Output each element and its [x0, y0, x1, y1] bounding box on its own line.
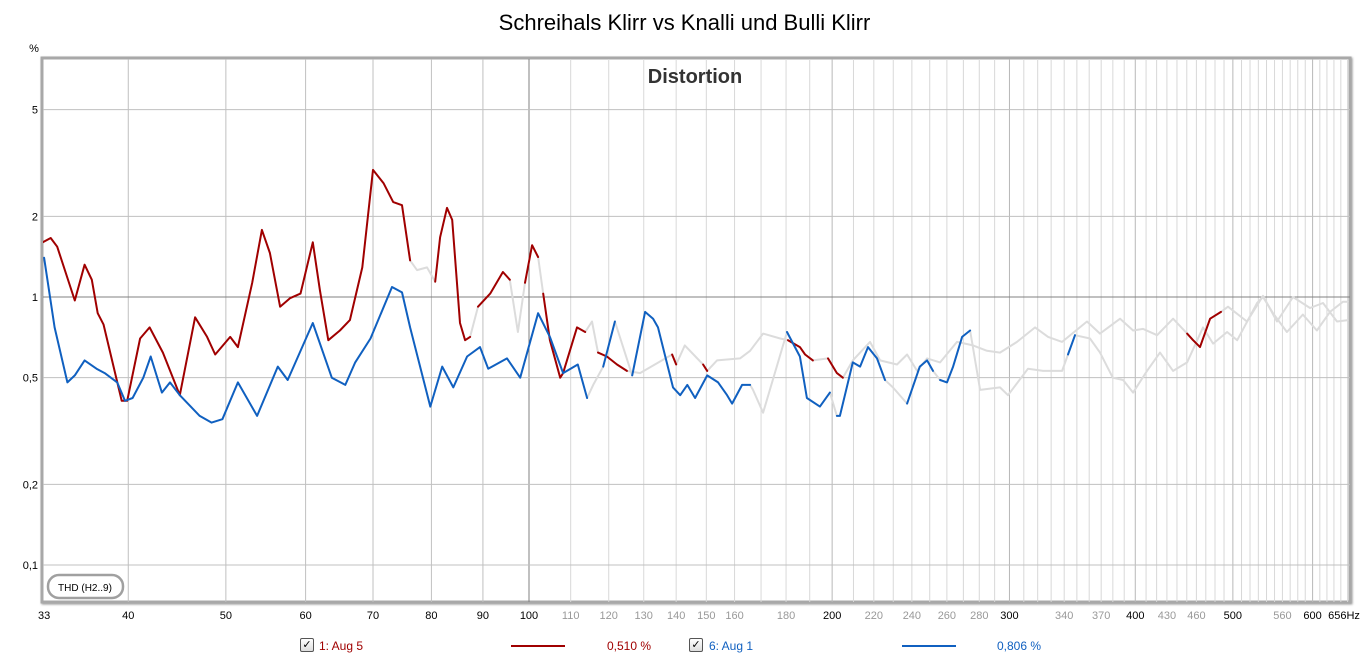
x-tick-label: 430	[1158, 610, 1176, 622]
series-2-inactive-segment	[1074, 296, 1349, 394]
x-tick-label: 240	[903, 610, 921, 622]
y-tick-label: 2	[32, 211, 38, 223]
x-tick-label: 300	[1000, 610, 1018, 622]
series-2-inactive-segment	[884, 379, 909, 405]
y-axis-unit: %	[29, 43, 39, 55]
series-1-inactive-segment	[675, 344, 705, 366]
series-2-name: 6: Aug 1	[709, 639, 754, 653]
x-tick-label: 90	[477, 610, 489, 622]
y-tick-label: 0,5	[23, 373, 38, 385]
series-1-inactive-segment	[409, 259, 437, 283]
series-1-line	[671, 353, 678, 366]
series-lines	[43, 168, 1349, 424]
x-tick-label: 160	[725, 610, 743, 622]
series-2-line	[631, 310, 752, 405]
series-2-line	[602, 320, 616, 368]
x-tick-label: 80	[425, 610, 437, 622]
series-1-inactive-segment	[841, 317, 1189, 379]
x-tick-label: 560	[1273, 610, 1291, 622]
series-1-line	[434, 206, 472, 342]
series-2-line	[939, 329, 972, 384]
x-tick-label: 500	[1224, 610, 1242, 622]
series-2-inactive-segment	[613, 320, 634, 377]
y-tick-label: 0,2	[23, 479, 38, 491]
x-tick-label: 50	[220, 610, 232, 622]
x-tick-label: 120	[600, 610, 618, 622]
x-tick-label: 220	[865, 610, 883, 622]
y-tick-label: 5	[32, 105, 38, 117]
series-1-checkbox[interactable]: ✓	[300, 638, 314, 652]
plot-area	[40, 56, 1352, 604]
series-2-line	[835, 346, 886, 417]
x-tick-label: 200	[823, 610, 841, 622]
x-tick-label: 140	[667, 610, 685, 622]
series-2-inactive-segment	[586, 365, 605, 399]
x-tick-label: 280	[970, 610, 988, 622]
series-2-line	[43, 256, 589, 424]
x-tick-label: 33	[38, 610, 50, 622]
series-1-swatch	[511, 645, 565, 647]
series-1-line	[43, 168, 412, 402]
x-tick-label: 260	[938, 610, 956, 622]
series-2-checkbox[interactable]: ✓	[689, 638, 703, 652]
series-1-inactive-segment	[469, 305, 479, 338]
series-2-swatch	[902, 645, 956, 647]
y-tick-label: 1	[32, 292, 38, 304]
series-2-inactive-segment	[969, 329, 1069, 397]
series-2-inactive-segment	[932, 369, 942, 381]
series-1-inactive-segment	[508, 278, 526, 333]
series-1-inactive-segment	[537, 256, 545, 295]
x-tick-label: 150	[697, 610, 715, 622]
series-2-line	[1067, 334, 1076, 356]
x-tick-label: 370	[1092, 610, 1110, 622]
x-tick-label: 130	[635, 610, 653, 622]
x-tick-label: 600	[1303, 610, 1321, 622]
series-1-inactive-segment	[706, 332, 789, 372]
x-tick-label: 400	[1126, 610, 1144, 622]
y-tick-label: 0,1	[23, 560, 38, 572]
series-1-line	[524, 244, 540, 284]
x-tick-label: 70	[367, 610, 379, 622]
x-tick-label: 460	[1187, 610, 1205, 622]
series-1-line	[702, 363, 709, 372]
series-1-name: 1: Aug 5	[319, 639, 364, 653]
x-tick-label: 40	[122, 610, 134, 622]
x-tick-label: 180	[777, 610, 795, 622]
x-tick-label: 60	[299, 610, 311, 622]
series-2-inactive-segment	[749, 331, 788, 414]
series-1-value: 0,510 %	[607, 639, 652, 653]
series-1-line	[827, 357, 844, 379]
series-2-inactive-segment	[828, 391, 838, 417]
axis-ticks: 5 2 1 0,5 0,2 0,1 33 40 50 60 70 80 90 100 110 120 130 14…	[23, 105, 1360, 622]
series-1-line	[597, 351, 628, 372]
series-1-line	[1186, 310, 1222, 349]
x-tick-label: 110	[562, 610, 580, 622]
x-tick-label: 340	[1055, 610, 1073, 622]
thd-label: THD (H2..9)	[58, 583, 112, 594]
series-2-line	[786, 331, 831, 408]
series-2-value: 0,806 %	[997, 639, 1042, 653]
series-1-inactive-segment	[811, 357, 829, 362]
series-1-line	[477, 271, 511, 308]
thd-annotation: THD (H2..9)	[46, 573, 125, 600]
x-tick-label: 100	[520, 610, 538, 622]
x-tick-label: 656Hz	[1328, 610, 1360, 622]
series-2-line	[906, 359, 934, 405]
chart-title: Schreihals Klirr vs Knalli und Bulli Kli…	[498, 10, 871, 35]
plot-subtitle: Distortion	[648, 66, 742, 88]
series-1-inactive-segment	[584, 320, 599, 354]
grid	[43, 59, 1350, 602]
